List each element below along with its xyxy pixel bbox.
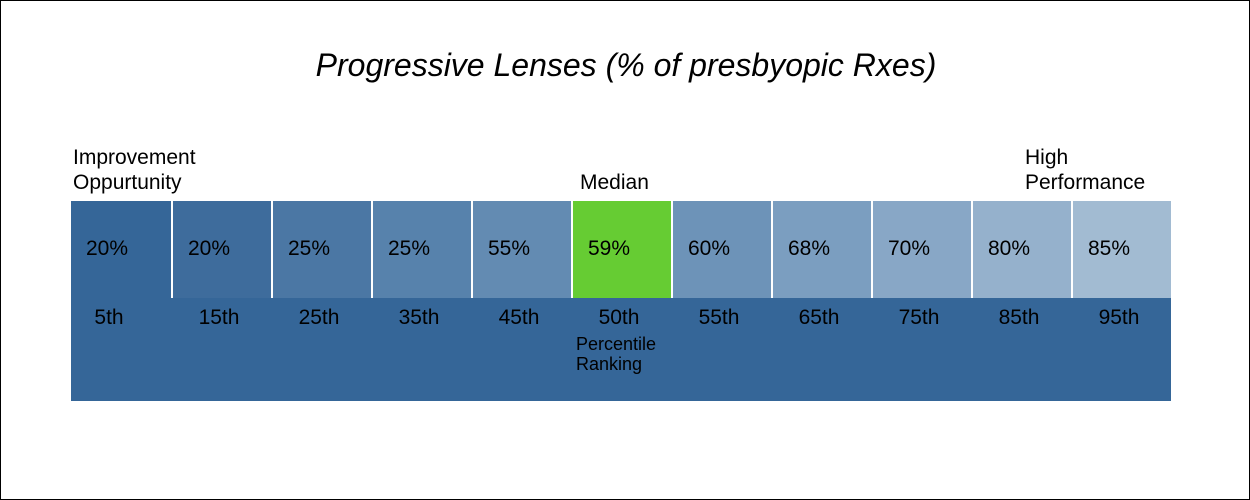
chart-title: Progressive Lenses (% of presbyopic Rxes… — [315, 47, 937, 83]
value-label: 68% — [788, 237, 831, 260]
value-label: 59% — [588, 237, 631, 260]
high-label-line-1: High — [1025, 146, 1069, 169]
value-label: 80% — [988, 237, 1031, 260]
percentile-tick-label: 5th — [94, 306, 124, 329]
low-label-line-2: Oppurtunity — [73, 171, 182, 194]
value-label: 25% — [388, 237, 431, 260]
value-cells: 20% 20% 25% 25% 55% 59% 60% 68% 70% 80% 85% — [71, 201, 1171, 298]
low-label-line-1: Improvement — [73, 146, 196, 169]
value-label: 20% — [188, 237, 231, 260]
percentile-tick-label: 45th — [498, 306, 540, 329]
value-cell-15th: 20% — [171, 201, 271, 298]
value-label: 25% — [288, 237, 331, 260]
percentile-tick-label: 50th — [598, 306, 640, 329]
improvement-opportunity-label: Improvement Oppurtunity — [73, 145, 196, 195]
value-cell-35th: 25% — [371, 201, 471, 298]
median-label: Median — [580, 171, 649, 194]
value-cell-95th: 85% — [1071, 201, 1171, 298]
axis-label-line-1: Percentile — [576, 334, 657, 354]
percentile-tick-label: 75th — [898, 306, 940, 329]
value-cell-85th: 80% — [971, 201, 1071, 298]
value-label: 85% — [1088, 237, 1131, 260]
value-label: 70% — [888, 237, 931, 260]
value-cell-50th: 59% — [571, 201, 671, 298]
high-performance-label: High Performance — [1025, 145, 1145, 195]
value-cell-65th: 68% — [771, 201, 871, 298]
value-cell-55th: 60% — [671, 201, 771, 298]
percentile-tick-label: 35th — [398, 306, 440, 329]
percentile-tick-label: 55th — [698, 306, 740, 329]
value-cell-25th: 25% — [271, 201, 371, 298]
percentile-tick-label: 85th — [998, 306, 1040, 329]
value-label: 60% — [688, 237, 731, 260]
value-label: 20% — [86, 237, 129, 260]
value-label: 55% — [488, 237, 531, 260]
percentile-tick-label: 15th — [198, 306, 240, 329]
high-label-line-2: Performance — [1025, 171, 1146, 194]
value-cell-45th: 55% — [471, 201, 571, 298]
value-cell-5th: 20% — [71, 201, 171, 298]
percentile-tick-label: 65th — [798, 306, 840, 329]
percentile-band — [71, 298, 1171, 401]
value-cell-75th: 70% — [871, 201, 971, 298]
axis-label-line-2: Ranking — [576, 354, 643, 374]
percentile-tick-label: 95th — [1098, 306, 1140, 329]
percentile-ranking-label: Percentile Ranking — [576, 334, 656, 374]
percentile-tick-label: 25th — [298, 306, 340, 329]
